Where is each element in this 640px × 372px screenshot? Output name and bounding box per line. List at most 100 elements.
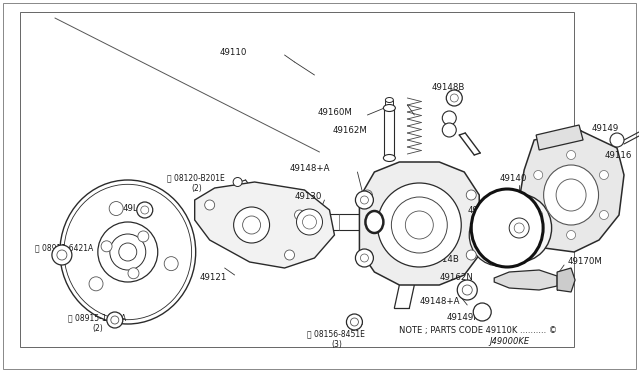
Ellipse shape — [498, 206, 540, 250]
Circle shape — [362, 250, 372, 260]
Text: Ⓑ 08120-B201E: Ⓑ 08120-B201E — [167, 173, 225, 183]
Text: (2): (2) — [192, 183, 202, 192]
Polygon shape — [494, 270, 557, 290]
Circle shape — [355, 249, 373, 267]
Text: 49130: 49130 — [294, 192, 322, 201]
Text: 49144: 49144 — [467, 205, 495, 215]
Circle shape — [610, 133, 624, 147]
Ellipse shape — [383, 105, 396, 112]
Circle shape — [205, 200, 214, 210]
Text: ⒮ 08915-1421A: ⒮ 08915-1421A — [68, 314, 126, 323]
Text: 49160M: 49160M — [317, 108, 353, 116]
Circle shape — [405, 211, 433, 239]
Circle shape — [451, 94, 458, 102]
Circle shape — [457, 280, 477, 300]
Polygon shape — [519, 130, 624, 252]
Text: 49170M: 49170M — [567, 257, 602, 266]
Polygon shape — [536, 125, 583, 150]
Text: 49121: 49121 — [200, 273, 227, 282]
Circle shape — [473, 303, 492, 321]
Circle shape — [355, 191, 373, 209]
Text: 49140: 49140 — [499, 173, 527, 183]
Circle shape — [462, 285, 472, 295]
Circle shape — [467, 250, 476, 260]
Text: 49149M: 49149M — [446, 314, 481, 323]
Ellipse shape — [543, 165, 598, 225]
Circle shape — [442, 123, 456, 137]
Circle shape — [514, 223, 524, 233]
Ellipse shape — [60, 180, 196, 324]
Text: NOTE ; PARTS CODE 49110K .......... ©: NOTE ; PARTS CODE 49110K .......... © — [399, 326, 557, 334]
Text: 49162M: 49162M — [332, 125, 367, 135]
Circle shape — [233, 177, 242, 186]
Circle shape — [119, 243, 137, 261]
Circle shape — [600, 211, 609, 219]
Circle shape — [467, 190, 476, 200]
Ellipse shape — [64, 184, 191, 320]
Ellipse shape — [471, 189, 543, 267]
Circle shape — [243, 216, 260, 234]
Circle shape — [509, 218, 529, 238]
Circle shape — [392, 197, 447, 253]
Circle shape — [111, 316, 119, 324]
Circle shape — [303, 215, 317, 229]
Ellipse shape — [556, 179, 586, 211]
Ellipse shape — [365, 211, 383, 233]
Circle shape — [107, 312, 123, 328]
Circle shape — [138, 231, 149, 242]
Text: ⒮ 08911-6421A: ⒮ 08911-6421A — [35, 244, 93, 253]
Circle shape — [362, 190, 372, 200]
Circle shape — [378, 183, 461, 267]
Circle shape — [446, 90, 462, 106]
Text: 49110: 49110 — [220, 48, 247, 57]
Circle shape — [296, 209, 323, 235]
Text: 49148+A: 49148+A — [289, 164, 330, 173]
Circle shape — [600, 170, 609, 180]
Text: 49148+A: 49148+A — [419, 298, 460, 307]
Circle shape — [346, 314, 362, 330]
Text: J49000KE: J49000KE — [489, 337, 529, 346]
Ellipse shape — [480, 215, 518, 255]
Polygon shape — [360, 162, 479, 285]
Ellipse shape — [385, 97, 394, 103]
Circle shape — [234, 207, 269, 243]
Circle shape — [137, 202, 153, 218]
Text: 49162N: 49162N — [439, 273, 473, 282]
Circle shape — [285, 250, 294, 260]
Text: (1): (1) — [60, 253, 70, 263]
Polygon shape — [195, 182, 335, 268]
Circle shape — [57, 250, 67, 260]
Circle shape — [566, 231, 575, 240]
FancyBboxPatch shape — [3, 3, 636, 369]
Text: 49148B: 49148B — [431, 83, 465, 92]
Text: 49L1: 49L1 — [123, 203, 144, 212]
Text: 4914B: 4914B — [431, 256, 459, 264]
Circle shape — [534, 211, 543, 219]
Circle shape — [109, 202, 123, 215]
Ellipse shape — [383, 154, 396, 161]
Circle shape — [360, 254, 369, 262]
Circle shape — [141, 206, 148, 214]
Circle shape — [52, 245, 72, 265]
Circle shape — [351, 318, 358, 326]
Circle shape — [164, 257, 178, 271]
Text: 49116: 49116 — [605, 151, 632, 160]
Text: Ⓡ 08156-8451E: Ⓡ 08156-8451E — [307, 330, 364, 339]
Circle shape — [128, 268, 139, 279]
Text: (2): (2) — [93, 324, 104, 333]
Circle shape — [566, 151, 575, 160]
Text: 49149: 49149 — [592, 124, 620, 132]
Ellipse shape — [486, 194, 552, 262]
Circle shape — [534, 170, 543, 180]
Circle shape — [442, 111, 456, 125]
Circle shape — [89, 277, 103, 291]
Ellipse shape — [469, 204, 529, 266]
Circle shape — [294, 210, 305, 220]
Circle shape — [110, 234, 146, 270]
Text: (3): (3) — [332, 340, 342, 349]
Circle shape — [360, 196, 369, 204]
FancyBboxPatch shape — [20, 12, 574, 347]
Polygon shape — [557, 268, 575, 292]
Circle shape — [101, 241, 112, 252]
Circle shape — [98, 222, 157, 282]
